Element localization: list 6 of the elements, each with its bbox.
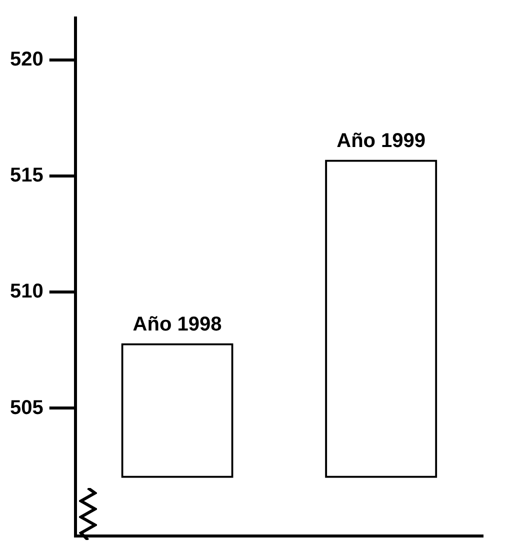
y-tick-label: 520 [10,48,44,70]
y-tick-label: 515 [10,164,44,186]
y-tick-label: 505 [10,396,44,419]
x-tick-label: Año 1998 [132,314,222,336]
y-tick-label: 510 [10,280,44,303]
x-tick-label: Año 1999 [336,130,426,152]
